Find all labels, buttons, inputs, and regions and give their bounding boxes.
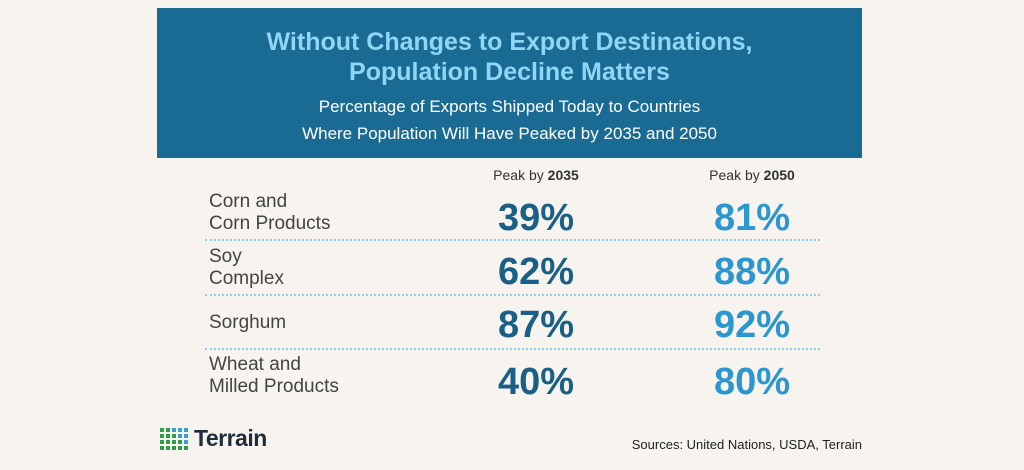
chart-subtitle: Percentage of Exports Shipped Today to C… bbox=[157, 93, 862, 147]
row-divider bbox=[205, 348, 820, 350]
chart-subtitle-line: Percentage of Exports Shipped Today to C… bbox=[318, 97, 701, 116]
column-header-2035: Peak by 2035 bbox=[466, 167, 606, 183]
row-divider bbox=[205, 294, 820, 296]
value-wheat-2035: 40% bbox=[497, 361, 575, 403]
chart-header: Without Changes to Export Destinations, … bbox=[157, 8, 862, 158]
row-label-line: Complex bbox=[209, 268, 284, 289]
row-label-wheat: Wheat and Milled Products bbox=[209, 354, 339, 398]
row-label-line: Corn Products bbox=[209, 213, 331, 234]
row-divider bbox=[205, 239, 820, 241]
value-wheat-2050: 80% bbox=[713, 361, 791, 403]
row-label-soy: Soy Complex bbox=[209, 246, 284, 290]
column-header-prefix: Peak by bbox=[709, 167, 760, 183]
value-corn-2050: 81% bbox=[713, 197, 791, 239]
value-corn-2035: 39% bbox=[497, 197, 575, 239]
value-sorghum-2050: 92% bbox=[713, 304, 791, 346]
terrain-logo-icon bbox=[160, 427, 188, 450]
column-header-year: 2035 bbox=[547, 167, 579, 183]
value-soy-2035: 62% bbox=[497, 251, 575, 293]
sources-note: Sources: United Nations, USDA, Terrain bbox=[631, 437, 862, 452]
value-sorghum-2035: 87% bbox=[497, 304, 575, 346]
column-header-prefix: Peak by bbox=[493, 167, 544, 183]
row-label-line: Sorghum bbox=[209, 312, 287, 333]
row-label-line: Corn and bbox=[209, 191, 288, 212]
terrain-logo-text: Terrain bbox=[194, 425, 267, 451]
row-label-sorghum: Sorghum bbox=[209, 312, 286, 334]
terrain-logo: Terrain bbox=[160, 425, 267, 452]
row-label-line: Wheat and bbox=[209, 354, 301, 375]
row-label-corn: Corn and Corn Products bbox=[209, 191, 330, 235]
value-soy-2050: 88% bbox=[713, 251, 791, 293]
chart-title: Without Changes to Export Destinations, … bbox=[157, 27, 862, 87]
chart-subtitle-line: Where Population Will Have Peaked by 203… bbox=[302, 124, 717, 143]
row-label-line: Milled Products bbox=[209, 376, 339, 397]
row-label-line: Soy bbox=[209, 246, 242, 267]
chart-title-line: Without Changes to Export Destinations, bbox=[266, 28, 753, 56]
column-header-2050: Peak by 2050 bbox=[682, 167, 822, 183]
chart-title-line: Population Decline Matters bbox=[349, 58, 670, 86]
column-header-year: 2050 bbox=[763, 167, 795, 183]
